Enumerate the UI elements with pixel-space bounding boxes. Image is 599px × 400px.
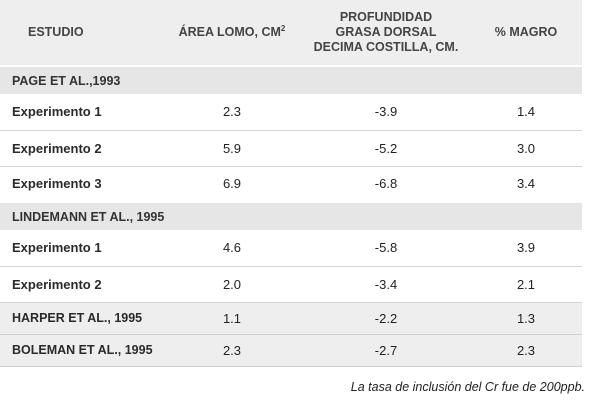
study-name-cell: Experimento 3 xyxy=(12,176,102,192)
study-name-cell: Experimento 1 xyxy=(12,104,102,120)
group-header-row: PAGE ET AL.,1993 xyxy=(0,66,582,94)
loin-area-cell: 5.9 xyxy=(222,140,242,156)
lean-percent-cell: 3.9 xyxy=(516,240,536,256)
study-name-cell: BOLEMAN ET AL., 1995 xyxy=(12,343,153,357)
loin-area-cell: 2.3 xyxy=(222,104,242,120)
footnote: La tasa de inclusión del Cr fue de 200pp… xyxy=(350,380,585,394)
table-header: ESTUDIO ÁREA LOMO, cm2 PROFUNDIDAD GRASA… xyxy=(0,0,582,66)
study-name-cell: HARPER ET AL., 1995 xyxy=(12,311,143,325)
backfat-depth-cell: -2.7 xyxy=(374,342,398,358)
loin-area-cell: 1.1 xyxy=(222,310,242,326)
table-row: Experimento 2 2.0 -3.4 2.1 xyxy=(0,266,582,302)
study-name-cell: Experimento 2 xyxy=(12,140,102,156)
column-header-loin-area: ÁREA LOMO, cm2 xyxy=(162,0,302,66)
loin-area-cell: 2.3 xyxy=(222,342,242,358)
lean-percent-cell: 2.1 xyxy=(516,276,536,292)
group-title: LINDEMANN ET AL., 1995 xyxy=(12,209,165,224)
group-header-row: LINDEMANN ET AL., 1995 xyxy=(0,202,582,230)
lean-percent-cell: 1.4 xyxy=(516,104,536,120)
lean-percent-cell: 3.4 xyxy=(516,176,536,192)
table-row: Experimento 1 4.6 -5.8 3.9 xyxy=(0,230,582,266)
lean-percent-cell: 3.0 xyxy=(516,140,536,156)
header-row: ESTUDIO ÁREA LOMO, cm2 PROFUNDIDAD GRASA… xyxy=(0,0,582,66)
table-row: BOLEMAN ET AL., 1995 2.3 -2.7 2.3 xyxy=(0,334,582,366)
loin-area-cell: 6.9 xyxy=(222,176,242,192)
loin-area-label: ÁREA LOMO, cm xyxy=(178,25,281,39)
table-row: Experimento 3 6.9 -6.8 3.4 xyxy=(0,166,582,202)
loin-area-cell: 4.6 xyxy=(222,240,242,256)
backfat-depth-cell: -3.4 xyxy=(374,276,398,292)
backfat-depth-cell: -6.8 xyxy=(374,176,398,192)
study-name-cell: Experimento 1 xyxy=(12,240,102,256)
column-header-study: ESTUDIO xyxy=(28,25,84,39)
backfat-depth-line-2: GRASA DORSAL xyxy=(335,25,437,39)
backfat-depth-line-3: DECIMA COSTILLA, cm. xyxy=(313,40,459,54)
table-row: HARPER ET AL., 1995 1.1 -2.2 1.3 xyxy=(0,302,582,334)
column-header-backfat-depth: PROFUNDIDAD GRASA DORSAL DECIMA COSTILLA… xyxy=(302,0,470,66)
results-table: ESTUDIO ÁREA LOMO, cm2 PROFUNDIDAD GRASA… xyxy=(0,0,582,366)
loin-area-unit-exponent: 2 xyxy=(280,23,286,33)
column-header-lean-percent: % MAGRO xyxy=(494,25,558,39)
backfat-depth-cell: -3.9 xyxy=(374,104,398,120)
lean-percent-cell: 1.3 xyxy=(516,310,536,326)
backfat-depth-line-1: PROFUNDIDAD xyxy=(339,10,433,24)
group-title: PAGE ET AL.,1993 xyxy=(12,73,121,88)
backfat-depth-cell: -5.8 xyxy=(374,240,398,256)
backfat-depth-cell: -2.2 xyxy=(374,310,398,326)
loin-area-cell: 2.0 xyxy=(222,276,242,292)
study-name-cell: Experimento 2 xyxy=(12,276,102,292)
table-body: PAGE ET AL.,1993 Experimento 1 2.3 -3.9 … xyxy=(0,66,582,366)
table-row: Experimento 2 5.9 -5.2 3.0 xyxy=(0,130,582,166)
backfat-depth-cell: -5.2 xyxy=(374,140,398,156)
lean-percent-cell: 2.3 xyxy=(516,342,536,358)
table-row: Experimento 1 2.3 -3.9 1.4 xyxy=(0,94,582,130)
